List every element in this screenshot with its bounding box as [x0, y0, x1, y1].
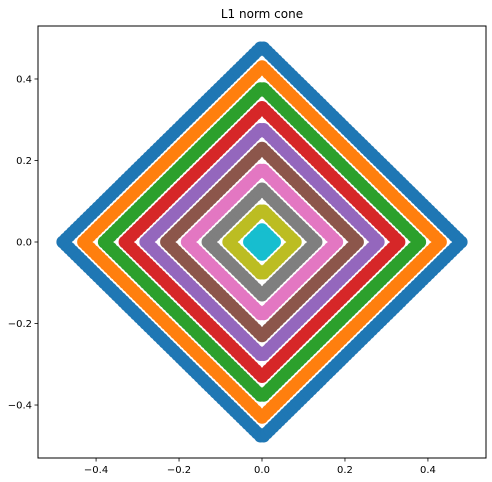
series-4: [139, 122, 385, 362]
y-tick-label: 0.4: [16, 74, 32, 85]
scatter-points: [56, 41, 468, 443]
scatter-point: [451, 238, 465, 252]
x-tick-label: −0.2: [167, 465, 191, 476]
y-tick-label: 0.2: [16, 156, 32, 167]
scatter-point: [251, 231, 273, 253]
scatter-point: [389, 238, 403, 252]
series-1: [77, 60, 447, 424]
series-3: [118, 101, 406, 383]
chart-title: L1 norm cone: [221, 7, 303, 21]
scatter-point: [326, 238, 340, 252]
x-tick-label: 0.0: [254, 465, 270, 476]
scatter-point: [409, 238, 423, 252]
plot-area: [37, 25, 487, 459]
series-2: [97, 82, 427, 402]
scatter-point: [347, 238, 361, 252]
scatter-point: [368, 238, 382, 252]
x-tick-label: −0.4: [84, 465, 108, 476]
series-0: [56, 41, 468, 443]
series-5: [160, 141, 364, 343]
series-8: [222, 204, 302, 280]
scatter-point: [430, 238, 444, 252]
x-axis: −0.4 −0.2 0.0 0.2 0.4: [84, 458, 436, 476]
series-7: [201, 182, 323, 302]
x-tick-label: 0.2: [337, 465, 353, 476]
x-tick-label: 0.4: [420, 465, 436, 476]
y-tick-label: −0.4: [8, 401, 32, 412]
series-9: [243, 223, 281, 261]
series-6: [180, 163, 344, 321]
y-tick-label: −0.2: [8, 319, 32, 330]
y-tick-label: 0.0: [16, 238, 32, 249]
scatter-point: [285, 238, 299, 252]
scatter-point: [306, 238, 320, 252]
y-axis: −0.4 −0.2 0.0 0.2 0.4: [8, 74, 38, 412]
